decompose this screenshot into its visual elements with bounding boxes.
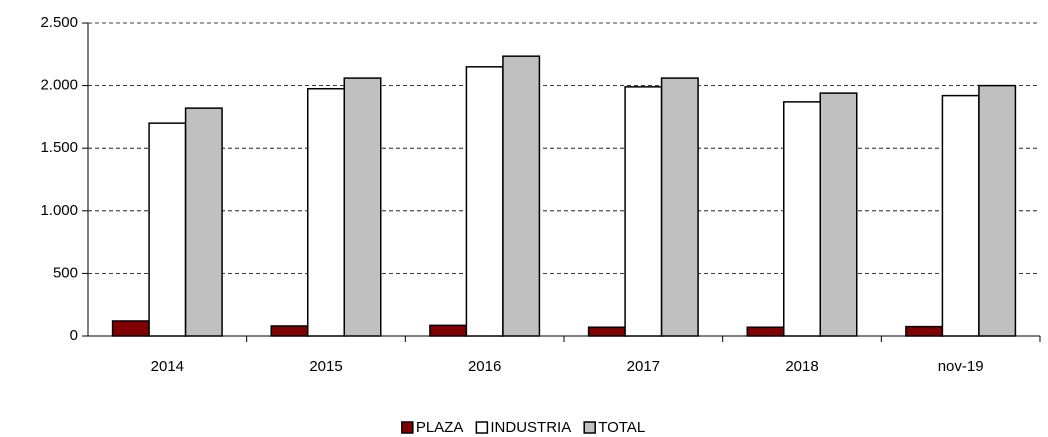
x-tick-label: 2018 — [785, 358, 818, 375]
bar — [660, 77, 699, 337]
y-tick-label: 1.500 — [40, 139, 78, 156]
y-tick-label: 1.000 — [40, 202, 78, 219]
bar — [270, 325, 309, 337]
y-tick-label: 0 — [70, 327, 78, 344]
legend-label: PLAZA — [416, 419, 464, 436]
bar — [941, 94, 980, 337]
bar — [465, 66, 504, 337]
x-tick-label: 2017 — [627, 358, 660, 375]
y-tick-label: 2.500 — [40, 14, 78, 31]
legend-swatch — [475, 421, 489, 434]
bar — [148, 122, 187, 337]
x-tick-label: 2015 — [309, 358, 342, 375]
bar — [905, 325, 944, 337]
legend-swatch — [583, 421, 596, 434]
bar — [587, 326, 626, 337]
bar — [184, 107, 223, 337]
y-tick-label: 2.000 — [40, 77, 78, 94]
bar — [978, 84, 1017, 337]
bar — [819, 92, 858, 337]
bar — [307, 87, 345, 337]
x-tick-label: 2014 — [151, 358, 184, 375]
legend-swatch — [401, 421, 414, 434]
bar — [624, 86, 663, 337]
bar — [783, 101, 821, 337]
bar — [502, 55, 541, 337]
bar — [111, 320, 150, 337]
legend-label: INDUSTRIA — [490, 419, 571, 436]
x-tick-label: nov-19 — [938, 358, 984, 375]
legend-label: TOTAL — [598, 419, 645, 436]
y-tick-label: 500 — [53, 264, 78, 281]
bar — [429, 324, 468, 337]
bar — [746, 326, 785, 337]
x-tick-label: 2016 — [468, 358, 501, 375]
bar — [343, 77, 382, 337]
